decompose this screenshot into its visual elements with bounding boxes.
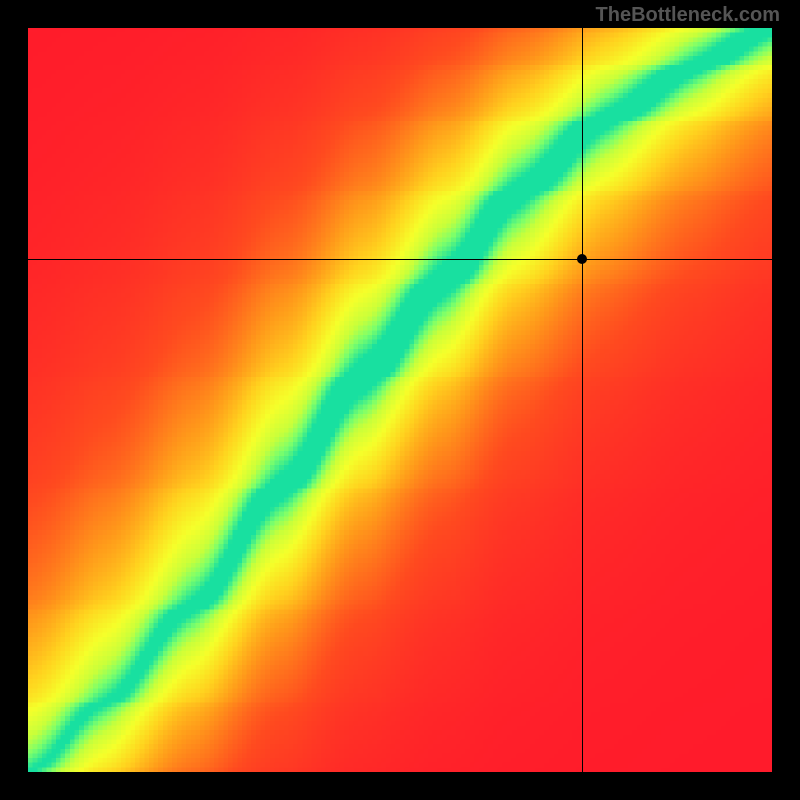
bottleneck-heatmap <box>28 28 772 772</box>
crosshair-marker-dot <box>577 254 587 264</box>
heatmap-canvas <box>28 28 772 772</box>
crosshair-vertical <box>582 28 583 772</box>
crosshair-horizontal <box>28 259 772 260</box>
watermark-text: TheBottleneck.com <box>596 4 780 27</box>
